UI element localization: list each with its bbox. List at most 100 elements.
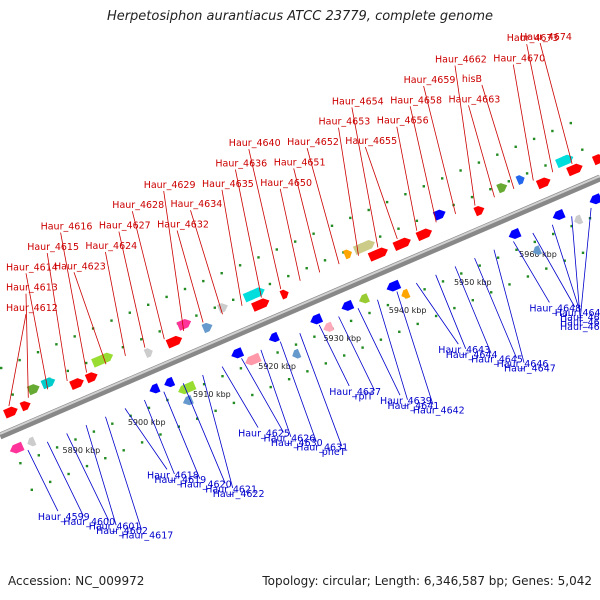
gene-callout-line	[8, 314, 27, 407]
gene-callout-line	[176, 230, 204, 323]
gene-callout-line	[25, 273, 49, 390]
track-dot	[202, 383, 206, 386]
gene-label: Haur_4630	[271, 438, 323, 449]
gene-label: Haur_4615	[27, 242, 79, 253]
gene-arrow-shape	[515, 175, 525, 186]
gene-label: Haur_4645	[471, 354, 523, 365]
track-dot	[323, 259, 327, 262]
track-dot	[183, 287, 187, 291]
gene-arrow	[432, 209, 446, 221]
gene-callout-line	[423, 85, 456, 215]
track-dot	[312, 232, 315, 235]
kbp-tick-label: 5900 kbp	[128, 418, 166, 427]
gene-callout-line	[396, 291, 434, 405]
gene-arrow-shape	[91, 352, 114, 368]
gene-arrow-shape	[143, 348, 153, 359]
gene-arrow	[535, 177, 551, 190]
gene-arrow-shape	[352, 239, 375, 255]
gene-label: Haur_4662	[435, 55, 487, 66]
gene-arrow-shape	[268, 331, 280, 343]
track-dot	[324, 362, 327, 365]
kbp-tick-label: 5930 kbp	[323, 334, 361, 343]
track-dot	[416, 322, 419, 326]
gene-arrow	[386, 279, 402, 292]
gene-label: Haur_4656	[377, 116, 429, 127]
track-dot	[441, 177, 444, 180]
kbp-tick-label: 5910 kbp	[193, 390, 231, 399]
gene-arrow-shape	[279, 289, 289, 300]
track-dot	[287, 274, 290, 278]
track-dot	[361, 346, 364, 349]
gene-arrow	[242, 287, 265, 303]
gene-callout-line	[60, 232, 87, 373]
track-dot	[238, 264, 242, 267]
gene-arrow-shape	[341, 299, 355, 311]
gene-label: Haur_4632	[157, 220, 209, 231]
gene-label: pheT	[322, 447, 346, 458]
track-dot	[570, 224, 573, 228]
gene-arrow-shape	[589, 193, 600, 205]
gene-label: Haur_4614	[6, 262, 58, 273]
gene-label: Haur_4642	[413, 406, 465, 417]
gene-callout-line	[299, 333, 343, 447]
gene-arrow	[589, 193, 600, 205]
track-dot	[275, 248, 278, 251]
accession-label: Accession: NC_009972	[8, 574, 145, 588]
track-dot	[147, 303, 150, 306]
gene-arrow	[574, 214, 584, 225]
track-dot	[73, 335, 76, 338]
gene-arrow-shape	[310, 313, 324, 325]
gene-arrow-shape	[245, 352, 262, 366]
gene-arrow-shape	[176, 318, 192, 331]
track-dot	[379, 338, 383, 341]
track-dot	[305, 267, 308, 270]
gene-arrow	[245, 352, 262, 366]
track-dot	[111, 422, 114, 425]
gene-label: Haur_4643	[438, 345, 490, 356]
gene-arrow	[508, 227, 522, 240]
gene-callout-line	[454, 65, 476, 206]
gene-arrow-shape	[591, 154, 600, 166]
gene-callout-line	[579, 207, 592, 321]
track-dot	[471, 299, 474, 302]
gene-label: Haur_4649	[555, 308, 600, 319]
gene-callout-line	[351, 107, 379, 248]
gene-label: Haur_4663	[449, 94, 501, 105]
gene-callout-line	[396, 126, 418, 231]
gene-arrow	[26, 384, 40, 396]
track-dot	[313, 335, 316, 338]
track-dot	[221, 375, 224, 378]
gene-arrow-shape	[473, 205, 485, 217]
track-dot	[367, 208, 370, 212]
gene-arrow	[473, 205, 485, 217]
track-dot	[581, 251, 585, 254]
gene-callout-line	[513, 241, 550, 303]
gene-arrow	[143, 348, 153, 359]
gene-arrow	[40, 377, 56, 390]
track-dot	[85, 464, 89, 468]
gene-callout-line	[105, 416, 142, 530]
track-dot	[423, 288, 426, 291]
gene-callout-line	[25, 293, 29, 398]
track-dot	[0, 366, 3, 370]
gene-arrow	[359, 293, 370, 304]
gene-label: Haur_4617	[122, 531, 174, 542]
gene-label: Haur_4637	[329, 387, 381, 398]
gene-label: Haur_4640	[229, 138, 281, 149]
gene-arrow-shape	[84, 372, 98, 384]
gene-callout-line	[293, 168, 321, 273]
gene-callout-line	[481, 84, 515, 190]
genome-summary: Topology: circular; Length: 6,346,587 bp…	[262, 574, 592, 588]
gene-arrow-shape	[566, 163, 583, 177]
track-dot	[525, 172, 529, 175]
track-dot	[269, 385, 272, 389]
gene-label: Haur_4619	[154, 475, 206, 486]
gene-arrow-shape	[178, 380, 197, 395]
track-dot	[545, 267, 548, 270]
track-dot	[257, 256, 260, 259]
track-dot	[140, 441, 144, 444]
track-dot	[379, 235, 382, 238]
gene-arrow-shape	[508, 227, 522, 240]
gene-callout-line	[474, 257, 517, 359]
